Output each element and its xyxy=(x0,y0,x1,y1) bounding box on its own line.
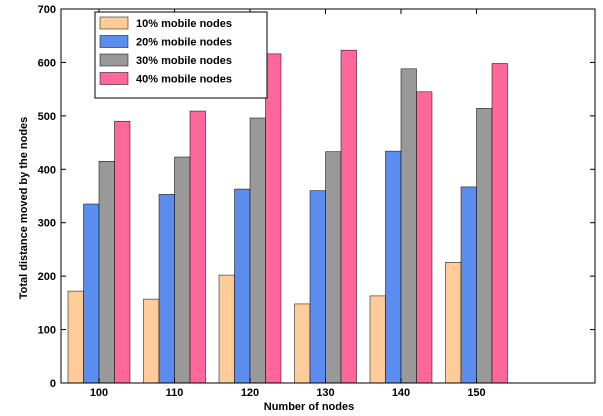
x-tick-label: 110 xyxy=(166,387,184,399)
bar-40-mobile-nodes-120 xyxy=(265,53,282,384)
bar-20-mobile-nodes-130 xyxy=(309,190,326,384)
x-tick-label: 130 xyxy=(316,387,334,399)
bar-30-mobile-nodes-100 xyxy=(98,161,115,384)
bar-10-mobile-nodes-110 xyxy=(143,298,160,384)
legend-swatch xyxy=(99,35,129,48)
bar-40-mobile-nodes-100 xyxy=(114,120,131,384)
bar-20-mobile-nodes-100 xyxy=(83,203,100,384)
bar-10-mobile-nodes-100 xyxy=(67,290,84,384)
bar-10-mobile-nodes-120 xyxy=(218,274,235,384)
y-tick-label: 200 xyxy=(38,271,56,283)
legend-label: 20% mobile nodes xyxy=(136,37,232,49)
y-tick-label: 500 xyxy=(38,111,56,123)
bar-40-mobile-nodes-130 xyxy=(340,49,357,384)
legend-swatch xyxy=(99,72,129,85)
legend: 10% mobile nodes 20% mobile nodes 30% mobi… xyxy=(94,11,268,99)
legend-swatch xyxy=(99,53,129,67)
plot-frame xyxy=(60,8,596,384)
bar-20-mobile-nodes-140 xyxy=(385,150,402,384)
legend-label: 40% mobile nodes xyxy=(136,74,232,86)
y-axis-title: Total distance moved by the nodes xyxy=(18,117,30,300)
y-tick-label: 600 xyxy=(38,57,56,69)
x-axis-title: Number of nodes xyxy=(264,401,354,413)
x-tick-label: 100 xyxy=(90,387,108,399)
x-tick-label: 150 xyxy=(467,387,485,399)
bar-20-mobile-nodes-110 xyxy=(158,194,175,384)
bar-30-mobile-nodes-110 xyxy=(174,156,191,384)
bar-10-mobile-nodes-150 xyxy=(445,262,462,384)
legend-label: 30% mobile nodes xyxy=(136,55,232,67)
bar-30-mobile-nodes-120 xyxy=(249,117,266,384)
bar-30-mobile-nodes-150 xyxy=(476,108,493,384)
y-tick-label: 100 xyxy=(38,325,56,337)
bar-10-mobile-nodes-140 xyxy=(369,295,386,384)
bar-10-mobile-nodes-130 xyxy=(294,303,311,384)
legend-label: 10% mobile nodes xyxy=(136,18,232,30)
y-tick-label: 400 xyxy=(38,164,56,176)
bar-30-mobile-nodes-130 xyxy=(325,151,342,384)
bar-40-mobile-nodes-150 xyxy=(491,63,508,384)
y-tick-label: 700 xyxy=(38,4,56,16)
bar-40-mobile-nodes-140 xyxy=(416,91,433,384)
x-tick-label: 140 xyxy=(392,387,410,399)
bar-30-mobile-nodes-140 xyxy=(400,68,417,384)
y-axis: 0 100 200 300 400 500 600 700 xyxy=(38,4,595,390)
bar-40-mobile-nodes-110 xyxy=(189,110,206,384)
bar-20-mobile-nodes-150 xyxy=(460,186,477,384)
y-tick-label: 0 xyxy=(50,378,56,390)
bar-20-mobile-nodes-120 xyxy=(234,188,251,384)
y-tick-label: 300 xyxy=(38,218,56,230)
x-tick-label: 120 xyxy=(241,387,259,399)
bars-layer xyxy=(67,49,508,384)
x-axis: 100 110 120 130 140 150 xyxy=(90,9,486,399)
legend-swatch xyxy=(99,16,129,30)
